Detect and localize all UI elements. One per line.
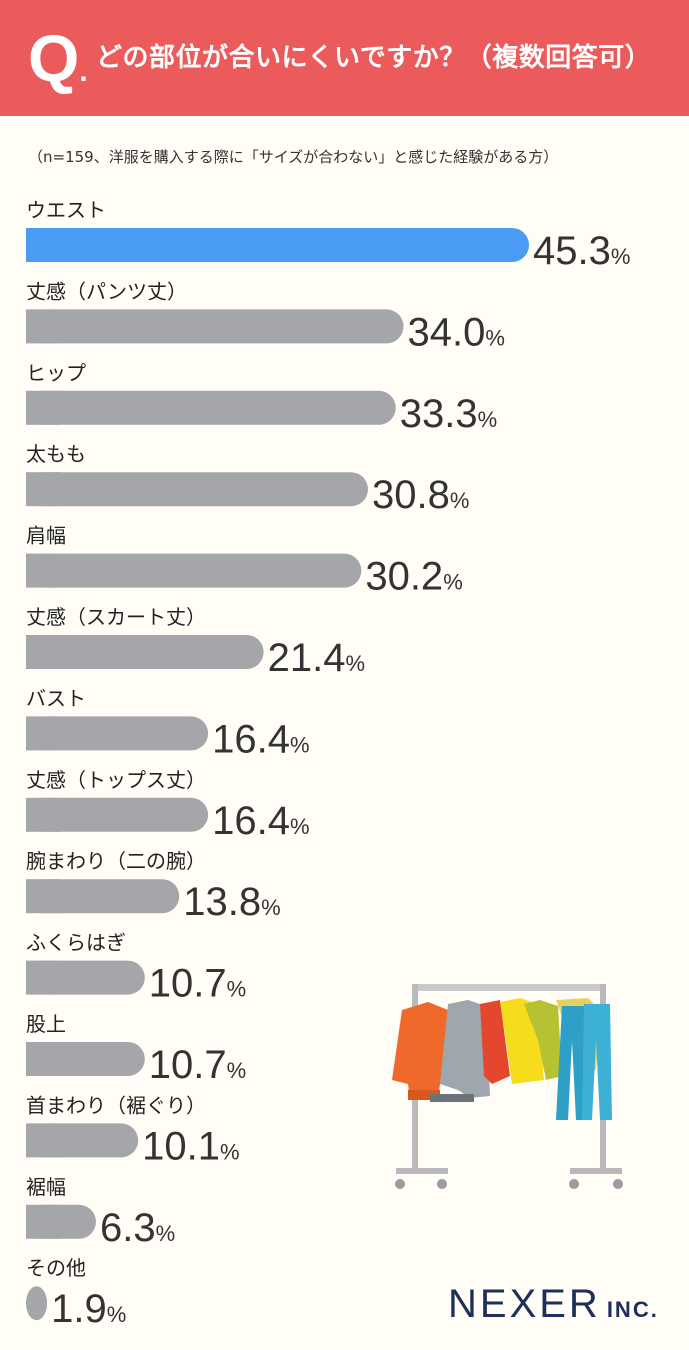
bar-left-edge [26,309,60,344]
category-label: 首まわり（裾ぐり） [26,1093,206,1117]
bar [26,635,264,669]
bar-left-edge [26,1204,60,1239]
value-label: 30.2% [365,555,462,599]
value-label: 6.3% [100,1206,175,1250]
bar-left-edge [26,797,60,832]
value-label: 33.3% [400,392,497,436]
bar-left-edge [26,553,60,588]
category-label: 股上 [26,1012,66,1036]
bar-left-edge [26,716,60,751]
header-banner: Q. どの部位が合いにくいですか？（複数回答可） [0,0,689,116]
category-label: 腕まわり（二の腕） [26,849,206,873]
bar-left-edge [26,472,60,507]
bar [26,879,180,914]
category-label: 丈感（パンツ丈） [26,279,187,303]
value-label: 16.4% [212,799,309,843]
value-label: 1.9% [51,1287,126,1331]
bar [26,716,209,751]
bar [26,472,368,507]
bar-left-edge [26,228,60,262]
bar-left-edge [26,960,60,995]
category-label: 丈感（スカート丈） [26,605,206,629]
nexer-logo: NEXER INC. [448,1282,659,1327]
brand-name: NEXER [448,1282,601,1326]
category-label: 裾幅 [26,1175,66,1199]
category-label: バスト [26,686,86,710]
clothes-rack-illustration [392,984,623,1189]
value-label: 30.8% [372,473,469,517]
bar [26,1286,48,1321]
sample-note: （n=159、洋服を購入する際に「サイズが合わない」と感じた経験がある方） [28,148,559,166]
q-mark: Q. [28,18,88,112]
category-label: ヒップ [26,361,86,385]
bar [26,309,404,344]
bar [26,553,362,588]
bar-left-edge [26,1042,60,1076]
bar-left-edge [26,390,60,425]
category-label: 太もも [26,442,86,466]
category-label: その他 [26,1256,86,1280]
bar-left-edge [26,1123,60,1158]
question-title: どの部位が合いにくいですか？（複数回答可） [96,43,652,73]
value-label: 10.1% [142,1124,239,1168]
category-label: ウエスト [26,198,106,222]
value-label: 34.0% [408,310,505,354]
value-label: 10.7% [149,962,246,1006]
q-letter: Q [28,21,80,95]
bar-left-edge [26,635,60,669]
value-label: 13.8% [183,880,280,924]
value-label: 45.3% [533,229,630,273]
value-label: 16.4% [212,717,309,761]
category-label: 肩幅 [26,524,66,548]
bar [26,228,529,262]
category-label: 丈感（トップス丈） [26,768,206,792]
value-label: 10.7% [149,1043,246,1087]
brand-suffix: INC. [606,1297,659,1322]
bar [26,390,396,425]
bar-left-edge [26,879,60,914]
value-label: 21.4% [268,636,365,680]
bar [26,797,209,832]
q-dot: . [79,55,88,88]
category-label: ふくらはぎ [26,931,126,955]
